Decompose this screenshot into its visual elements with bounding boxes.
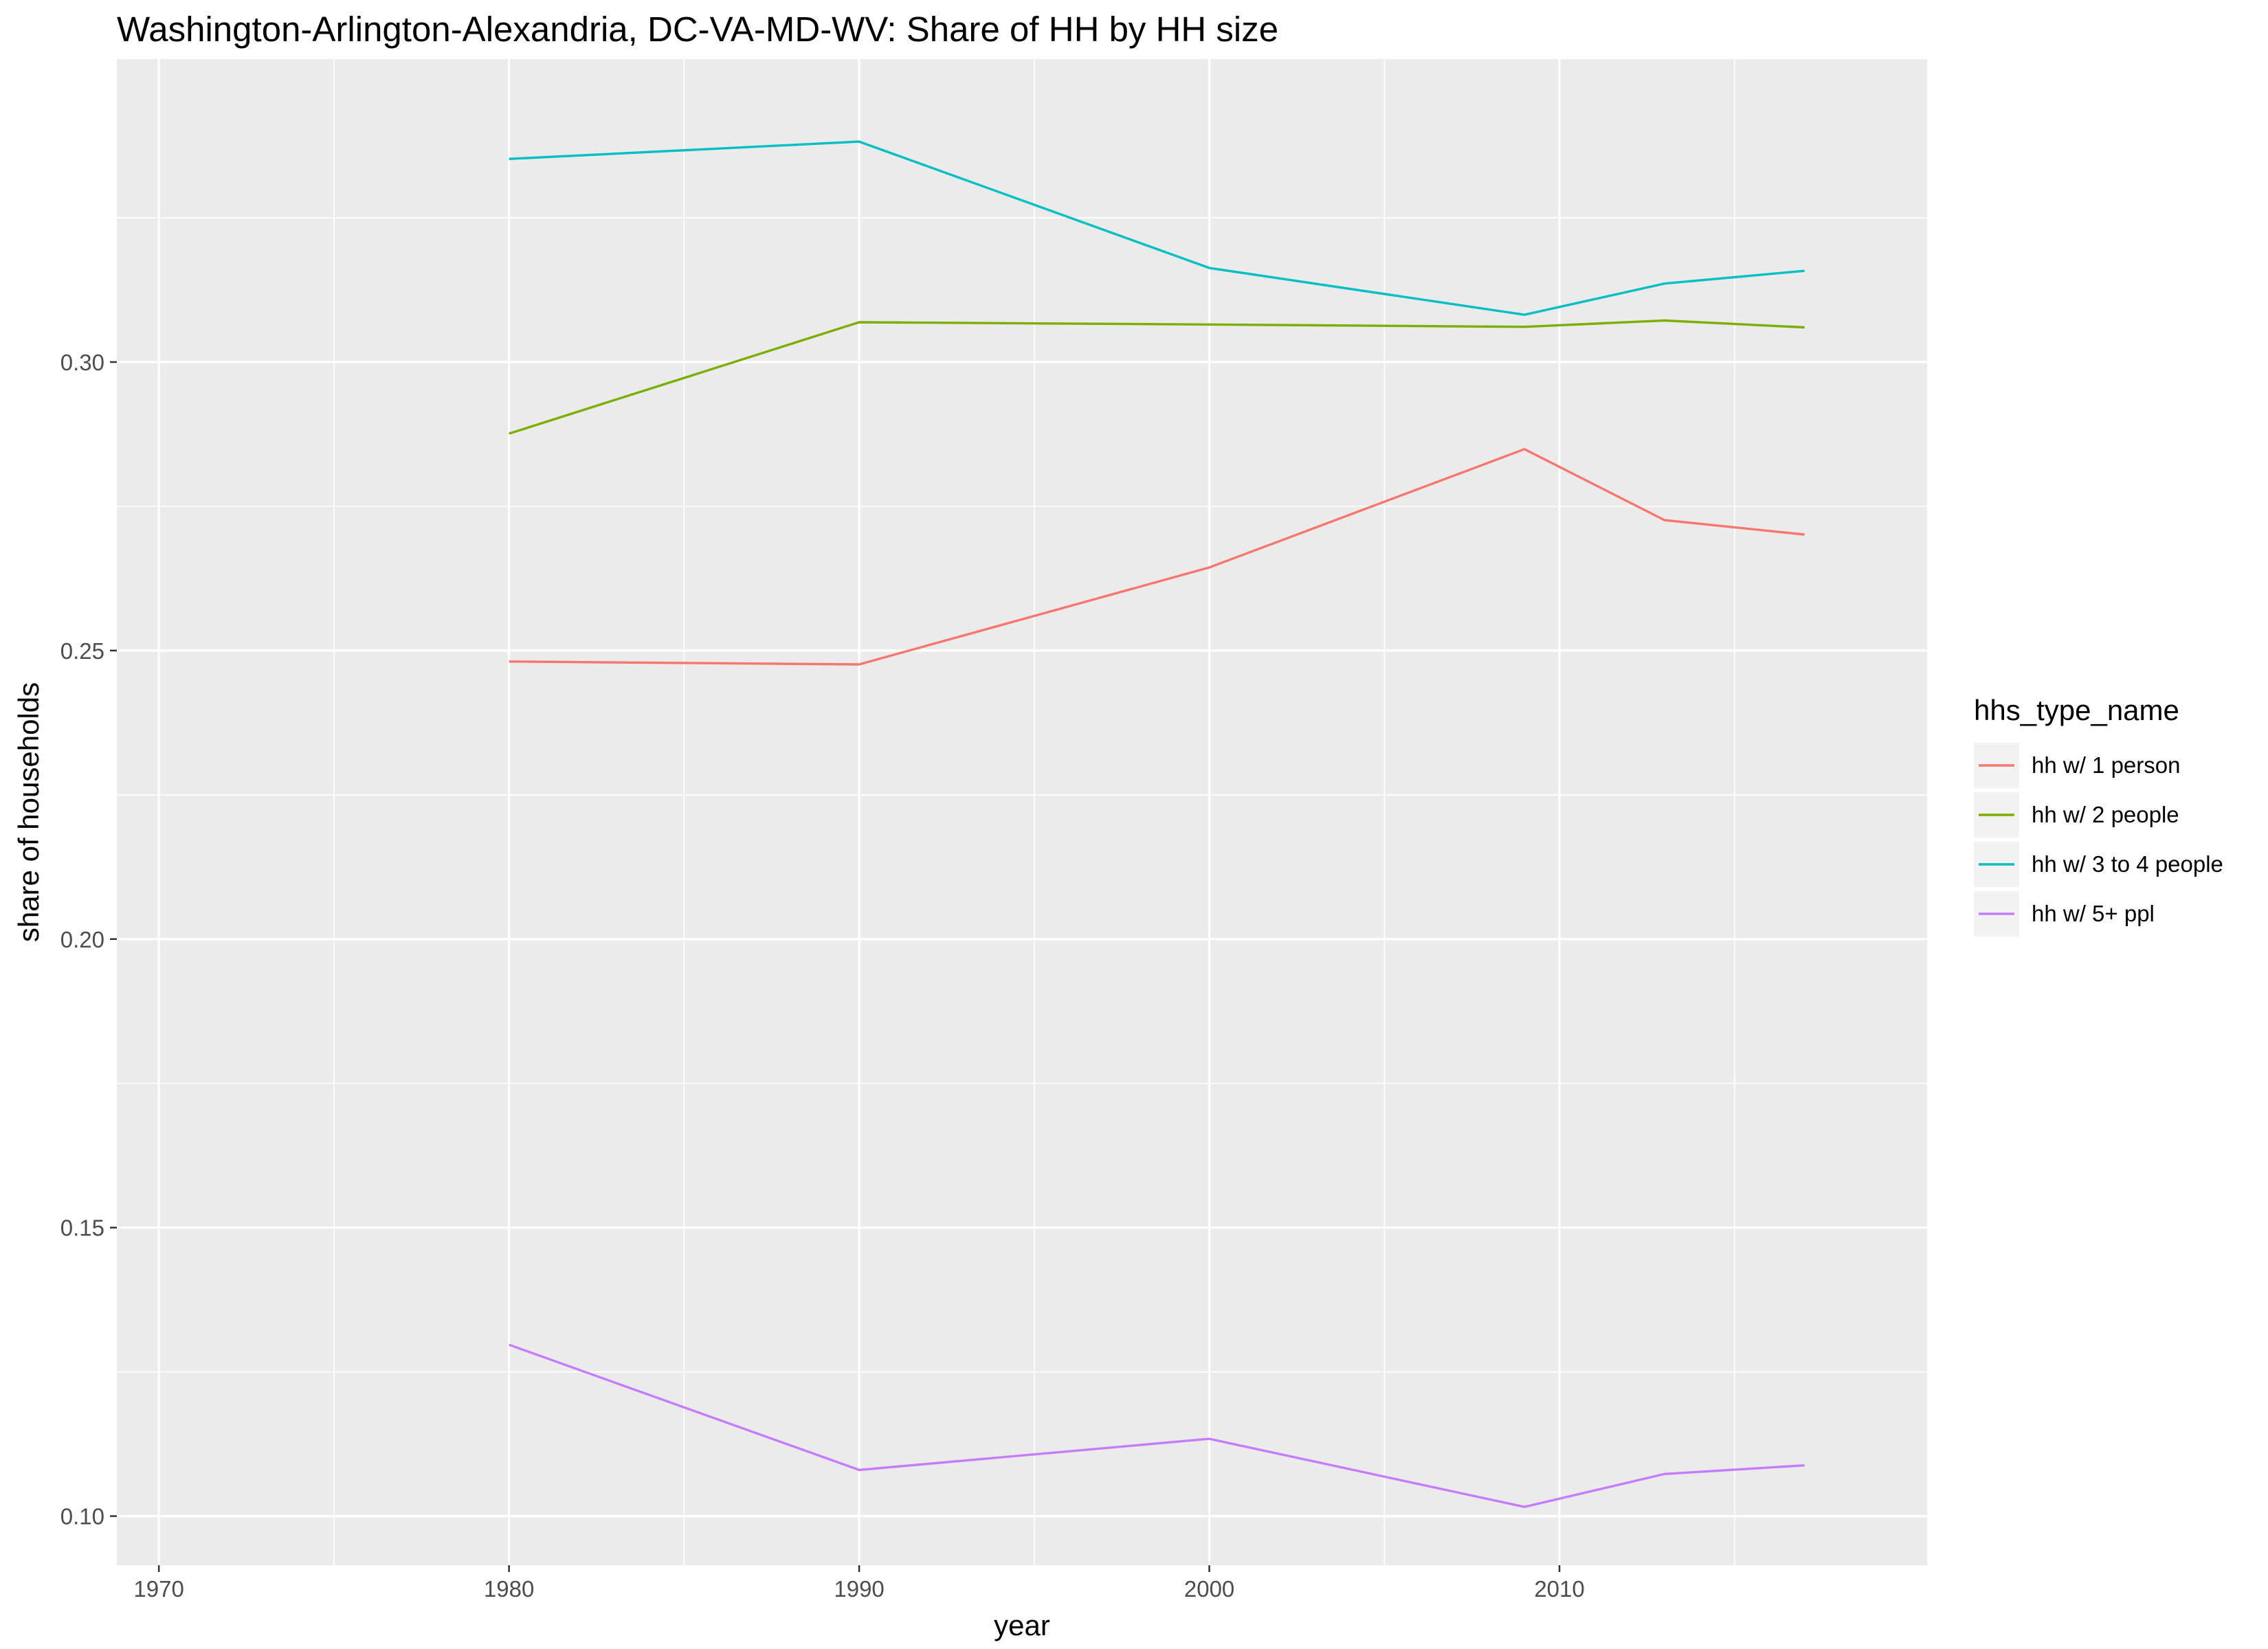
axis-ticks xyxy=(110,361,1561,1572)
legend-item: hh w/ 5+ ppl xyxy=(1974,891,2155,936)
x-axis-tick-labels: 1970 1980 1990 2000 2010 xyxy=(133,1576,1584,1602)
legend-label: hh w/ 3 to 4 people xyxy=(2032,851,2223,877)
legend-label: hh w/ 5+ ppl xyxy=(2032,901,2155,926)
y-axis-tick-labels: 0.10 0.15 0.20 0.25 0.30 xyxy=(60,350,104,1529)
series-line xyxy=(509,448,1805,666)
x-tick-label: 2000 xyxy=(1184,1576,1234,1602)
minor-gridlines xyxy=(117,59,1927,1565)
legend-item: hh w/ 1 person xyxy=(1974,743,2180,788)
major-gridlines xyxy=(117,59,1927,1565)
x-tick-label: 1990 xyxy=(834,1576,884,1602)
legend-title: hhs_type_name xyxy=(1974,694,2179,726)
series-line xyxy=(509,1343,1805,1508)
series-lines xyxy=(509,140,1805,1508)
legend-item: hh w/ 3 to 4 people xyxy=(1974,842,2223,887)
x-tick-label: 1970 xyxy=(133,1576,184,1602)
legend-label: hh w/ 1 person xyxy=(2032,752,2180,778)
series-line xyxy=(509,140,1805,316)
legend-items: hh w/ 1 person hh w/ 2 people hh w/ 3 to 4… xyxy=(1974,743,2223,936)
x-tick-label: 1980 xyxy=(484,1576,534,1602)
x-axis-title: year xyxy=(994,1609,1050,1641)
chart-title: Washington-Arlington-Alexandria, DC-VA-M… xyxy=(117,10,1278,49)
legend-label: hh w/ 2 people xyxy=(2032,802,2179,827)
y-tick-label: 0.10 xyxy=(60,1504,104,1529)
y-tick-label: 0.20 xyxy=(60,927,104,952)
legend-item: hh w/ 2 people xyxy=(1974,792,2179,838)
legend: hhs_type_name hh w/ 1 person hh w/ 2 peop… xyxy=(1974,694,2223,936)
series-line xyxy=(509,319,1805,435)
y-tick-label: 0.25 xyxy=(60,638,104,664)
y-axis-title: share of households xyxy=(12,682,45,942)
plot-panel xyxy=(117,59,1927,1565)
x-tick-label: 2010 xyxy=(1534,1576,1584,1602)
y-tick-label: 0.15 xyxy=(60,1215,104,1241)
y-tick-label: 0.30 xyxy=(60,350,104,375)
